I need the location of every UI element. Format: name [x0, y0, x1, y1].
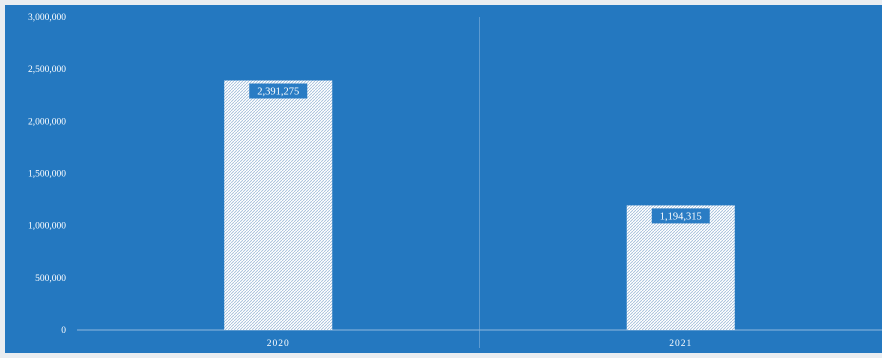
y-tick-label: 1,000,000 — [28, 222, 66, 232]
y-tick-label: 3,000,000 — [28, 13, 66, 23]
data-labels: 2,391,275 1,194,315 — [249, 83, 710, 224]
y-tick-label: 0 — [61, 326, 66, 336]
y-tick-label: 2,000,000 — [28, 117, 66, 127]
x-tick-label: 2021 — [669, 339, 692, 349]
bar-2020 — [224, 80, 333, 330]
x-tick-label: 2020 — [267, 339, 290, 349]
data-label-box — [651, 208, 710, 224]
data-label-box — [249, 83, 308, 99]
x-axis-tick-labels: 2020 2021 — [267, 339, 692, 349]
bars — [224, 80, 735, 330]
bar-2021 — [626, 205, 735, 330]
y-tick-label: 1,500,000 — [28, 170, 66, 180]
data-label: 1,194,315 — [660, 211, 702, 222]
chart-background — [5, 5, 882, 353]
y-tick-label: 2,500,000 — [28, 65, 66, 75]
y-axis-tick-labels: 0 500,000 1,000,000 1,500,000 2,000,000 2,500… — [28, 13, 66, 336]
y-tick-label: 500,000 — [35, 274, 66, 284]
data-label: 2,391,275 — [257, 87, 299, 98]
